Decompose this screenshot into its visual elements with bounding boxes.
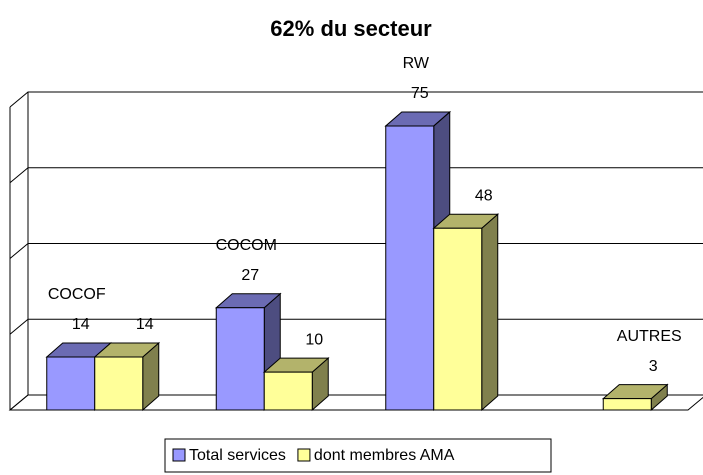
legend-box	[164, 438, 552, 473]
value-label: 14	[72, 316, 90, 333]
category-label: COCOF	[48, 286, 106, 303]
bar-face	[385, 125, 435, 411]
legend-swatch	[297, 448, 311, 462]
value-label: 48	[475, 187, 493, 204]
category-label: RW	[403, 55, 430, 72]
bar	[93, 341, 161, 412]
grid-line	[9, 91, 703, 108]
bar-face	[46, 356, 96, 411]
bar-face	[94, 356, 144, 411]
category-label: COCOM	[216, 237, 277, 254]
bar	[432, 213, 500, 412]
value-label: 75	[411, 85, 429, 102]
value-label: 3	[649, 358, 658, 375]
bar-face	[215, 307, 265, 411]
bar-face	[263, 371, 313, 411]
legend-label: Total services	[189, 447, 286, 464]
legend-swatch	[172, 448, 186, 462]
grid-line	[9, 243, 703, 259]
bar-face	[433, 227, 483, 411]
bar	[262, 357, 330, 412]
value-label: 14	[136, 316, 154, 333]
bar	[601, 383, 669, 412]
bar-face	[481, 213, 499, 412]
value-label: 27	[241, 267, 259, 284]
chart-title: 62% du secteur	[270, 16, 432, 41]
legend-label: dont membres AMA	[314, 447, 455, 464]
bar-face	[602, 398, 652, 411]
category-label: AUTRES	[617, 328, 682, 345]
grid-line	[9, 318, 703, 335]
value-label: 10	[305, 331, 323, 348]
grid-line	[9, 167, 703, 184]
